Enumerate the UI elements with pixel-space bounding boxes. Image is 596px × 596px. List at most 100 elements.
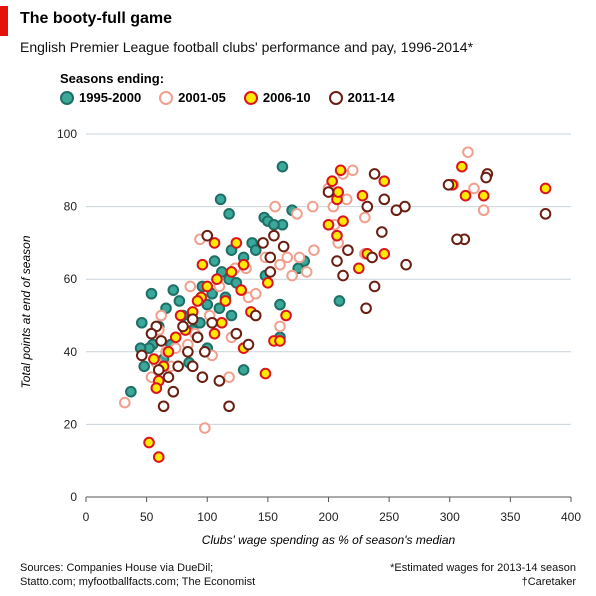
data-point-2011-14 — [376, 226, 388, 238]
data-point-1995-2000 — [173, 295, 186, 307]
data-point-2006-10 — [332, 186, 345, 198]
data-point-2001-05 — [340, 193, 353, 206]
data-point-2011-14 — [342, 244, 354, 256]
data-point-2011-14 — [366, 251, 378, 264]
data-point-2011-14 — [442, 179, 455, 191]
y-tick-label: 40 — [64, 345, 78, 359]
data-point-2011-14 — [539, 208, 552, 220]
data-point-2001-05 — [119, 396, 131, 409]
data-point-2011-14 — [322, 186, 335, 198]
x-tick-label: 50 — [140, 510, 154, 524]
data-point-2006-10 — [331, 229, 343, 242]
data-point-2011-14 — [177, 320, 189, 333]
data-point-1995-2000 — [333, 295, 346, 307]
data-point-2006-10 — [152, 451, 165, 463]
sources-line-1: Sources: Companies House via DueDil; — [20, 562, 214, 574]
y-axis-label: Total points at end of season — [19, 235, 33, 389]
x-tick-label: 200 — [318, 510, 338, 524]
data-point-2011-14 — [135, 349, 148, 362]
legend: 1995-2000 2001-05 2006-10 2011-14 — [60, 90, 413, 105]
data-point-1995-2000 — [138, 360, 150, 373]
data-point-2006-10 — [169, 331, 182, 344]
data-point-2006-10 — [230, 237, 243, 249]
data-point-1995-2000 — [135, 316, 148, 329]
footnote-line-2: †Caretaker — [521, 576, 576, 588]
data-point-2011-14 — [400, 258, 412, 271]
data-point-2011-14 — [368, 168, 381, 180]
data-point-2001-05 — [274, 320, 286, 333]
data-point-1995-2000 — [237, 364, 250, 376]
data-point-2006-10 — [174, 309, 187, 322]
x-tick-label: 400 — [561, 510, 581, 524]
data-point-2011-14 — [196, 371, 209, 384]
legend-heading: Seasons ending: — [60, 71, 165, 86]
data-point-1995-2000 — [249, 244, 262, 256]
data-point-2001-05 — [281, 251, 294, 264]
data-point-2001-05 — [249, 287, 262, 300]
data-point-2006-10 — [539, 182, 552, 195]
data-point-2006-10 — [334, 164, 347, 177]
x-tick-label: 100 — [197, 510, 217, 524]
data-point-2011-14 — [331, 255, 343, 267]
sources: Sources: Companies House via DueDil; Sta… — [20, 561, 255, 589]
data-point-1995-2000 — [276, 160, 289, 173]
data-point-2011-14 — [337, 269, 349, 282]
data-point-2001-05 — [300, 266, 313, 278]
data-point-2011-14 — [206, 316, 218, 329]
data-point-2001-05 — [269, 200, 281, 213]
data-point-2001-05 — [286, 269, 298, 282]
data-point-2011-14 — [191, 331, 204, 344]
legend-swatch-1995-2000 — [60, 90, 74, 105]
data-point-2006-10 — [219, 295, 232, 307]
legend-item-1995-2000: 1995-2000 — [60, 90, 141, 105]
data-point-2011-14 — [230, 327, 243, 340]
data-point-2006-10 — [201, 280, 214, 293]
chart-title: The booty-full game — [20, 10, 172, 27]
data-point-2011-14 — [201, 229, 214, 242]
data-point-2011-14 — [157, 400, 170, 413]
data-point-1995-2000 — [145, 287, 158, 300]
chart-subtitle: English Premier League football clubs' p… — [20, 39, 474, 55]
data-point-2011-14 — [223, 400, 235, 413]
data-point-2006-10 — [378, 175, 391, 187]
data-point-1995-2000 — [274, 298, 286, 311]
scatter-chart: 0 20 40 60 80 100 0 50 100 150 200 250 300 350 400 — [57, 127, 581, 524]
footnote: *Estimated wages for 2013-14 season †Car… — [390, 561, 576, 589]
data-point-2011-14 — [186, 313, 199, 325]
data-point-1995-2000 — [214, 193, 227, 206]
data-point-2011-14 — [186, 360, 199, 373]
data-point-2011-14 — [213, 375, 226, 387]
data-point-2006-10 — [211, 273, 223, 286]
data-point-1995-2000 — [225, 309, 238, 322]
y-tick-label: 100 — [57, 127, 77, 141]
data-point-2011-14 — [242, 338, 255, 351]
legend-item-2011-14: 2011-14 — [328, 90, 395, 105]
data-point-2006-10 — [378, 247, 391, 260]
data-point-2006-10 — [148, 353, 160, 365]
data-point-2001-05 — [155, 309, 167, 322]
data-point-2001-05 — [291, 208, 303, 220]
data-point-1995-2000 — [167, 284, 180, 296]
data-point-2011-14 — [360, 302, 372, 315]
data-point-1995-2000 — [223, 208, 235, 220]
data-point-1995-2000 — [125, 385, 137, 398]
data-point-2011-14 — [451, 233, 463, 246]
data-point-2006-10 — [356, 189, 369, 202]
y-tick-label: 60 — [64, 272, 78, 286]
data-point-2006-10 — [259, 367, 272, 380]
y-tick-label: 20 — [64, 417, 78, 431]
x-tick-label: 0 — [83, 510, 90, 524]
legend-label: 1995-2000 — [79, 90, 142, 105]
legend-swatch-2006-10 — [243, 90, 258, 105]
legend-label: 2006-10 — [262, 90, 311, 105]
x-tick-label: 150 — [258, 510, 278, 524]
y-tick-label: 0 — [70, 490, 77, 504]
data-point-2001-05 — [468, 182, 480, 195]
data-point-2006-10 — [208, 327, 221, 340]
data-point-2006-10 — [353, 262, 365, 275]
data-point-2006-10 — [322, 218, 335, 231]
x-axis-label: Clubs' wage spending as % of season's me… — [201, 533, 456, 547]
data-point-2006-10 — [274, 335, 286, 347]
data-point-2011-14 — [264, 266, 277, 278]
data-point-2011-14 — [249, 309, 262, 322]
